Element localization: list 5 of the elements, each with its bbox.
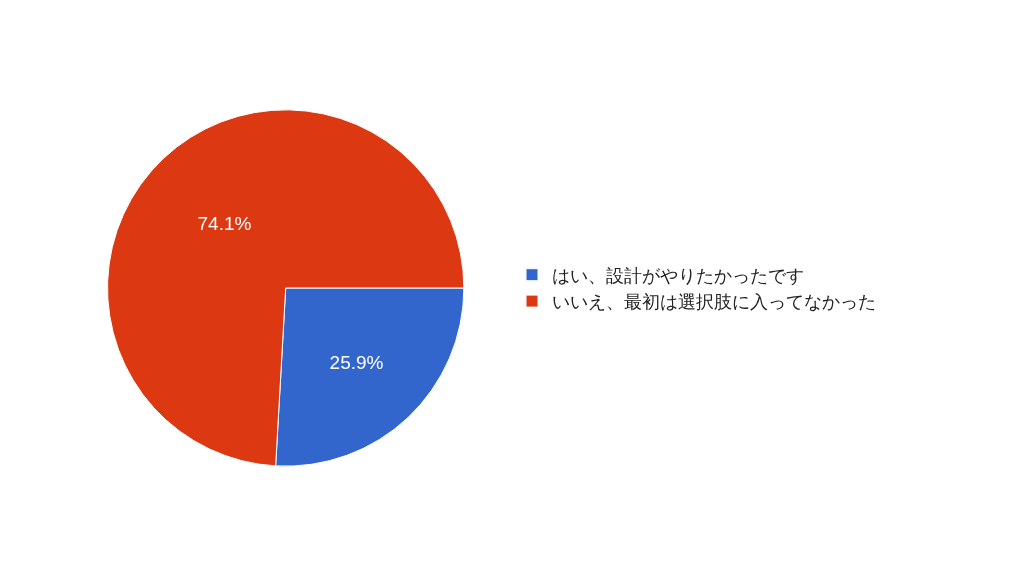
data-label: 74.1% [197, 212, 252, 234]
pie-slice [107, 109, 465, 467]
legend-label: いいえ、最初は選択肢に入ってなかった [552, 291, 876, 313]
legend-label: はい、設計がやりたかったです [552, 264, 804, 286]
data-label: 25.9% [329, 352, 384, 374]
